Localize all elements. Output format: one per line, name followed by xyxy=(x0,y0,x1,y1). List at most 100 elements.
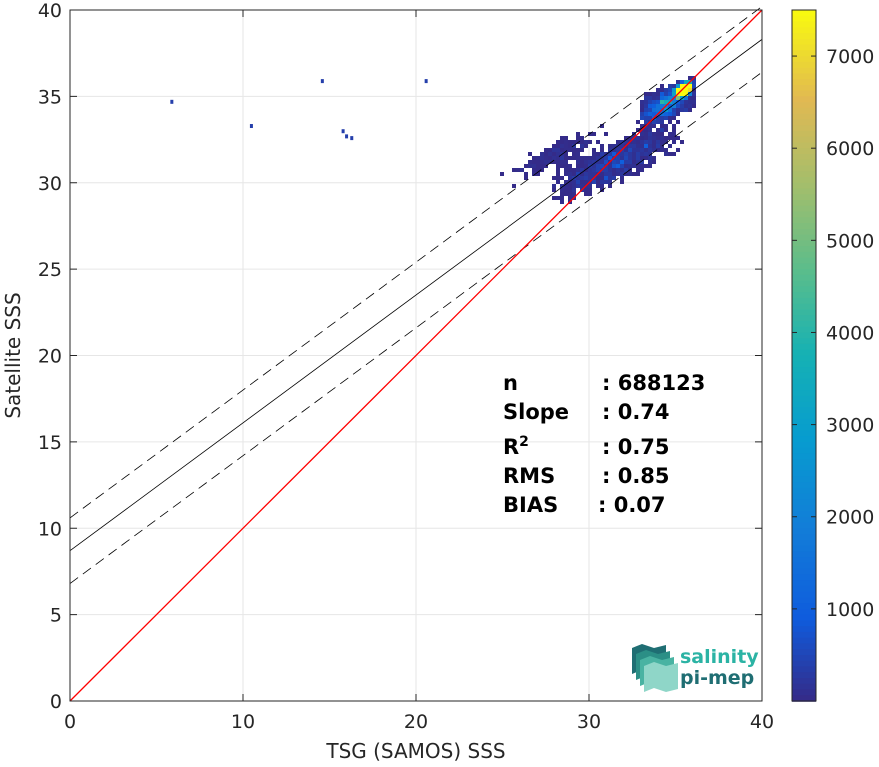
y-tick-label: 25 xyxy=(38,259,62,281)
colorbar-segment xyxy=(792,631,816,639)
colorbar-segment xyxy=(792,165,816,173)
density-cell xyxy=(600,144,604,148)
colorbar-segment xyxy=(792,695,816,702)
density-cell xyxy=(564,156,568,160)
density-cell xyxy=(604,160,608,164)
density-cell xyxy=(652,132,656,136)
density-cell xyxy=(656,116,660,120)
density-cell xyxy=(688,104,692,108)
colorbar-segment xyxy=(792,211,816,219)
colorbar-segment xyxy=(792,125,816,132)
density-cell xyxy=(676,148,680,152)
density-cell xyxy=(620,144,624,148)
density-cell xyxy=(684,88,688,92)
density-cell xyxy=(616,172,620,176)
density-cell xyxy=(604,152,608,156)
density-cell xyxy=(636,144,640,148)
density-cell xyxy=(668,96,672,100)
colorbar-segment xyxy=(792,269,816,276)
density-cell xyxy=(544,152,548,156)
stat-label: BIAS xyxy=(503,493,558,517)
density-cell xyxy=(664,88,668,92)
density-heatmap xyxy=(170,76,696,204)
density-cell xyxy=(556,176,560,180)
colorbar-segment xyxy=(792,603,816,610)
density-cell xyxy=(532,172,536,176)
density-cell xyxy=(604,132,608,136)
density-cell xyxy=(676,120,680,124)
density-cell xyxy=(556,156,560,160)
density-cell xyxy=(560,184,564,188)
colorbar-segment xyxy=(792,459,816,466)
colorbar-segment xyxy=(792,361,816,368)
colorbar-segment xyxy=(792,614,816,622)
density-cell xyxy=(692,96,696,100)
colorbar-segment xyxy=(792,430,816,437)
density-cell xyxy=(576,164,580,168)
density-cell xyxy=(652,144,656,148)
density-cell xyxy=(664,148,668,152)
density-cell xyxy=(640,152,644,156)
density-cell xyxy=(668,116,672,120)
colorbar-segment xyxy=(792,487,816,495)
x-tick-label: 40 xyxy=(750,711,774,733)
density-cell xyxy=(676,104,680,108)
density-cell xyxy=(636,168,640,172)
density-cell xyxy=(600,172,604,176)
density-cell xyxy=(640,164,644,168)
density-cell xyxy=(568,184,572,188)
density-cell xyxy=(660,132,664,136)
colorbar-frame xyxy=(791,9,817,702)
density-cell xyxy=(632,172,636,176)
density-cell xyxy=(652,124,656,128)
colorbar-segment xyxy=(792,326,816,334)
density-cell xyxy=(608,176,612,180)
density-cell xyxy=(676,100,680,104)
density-cell xyxy=(660,120,664,124)
density-cell xyxy=(628,144,632,148)
density-cell xyxy=(556,160,560,164)
colorbar-segment xyxy=(792,510,816,518)
colorbar-segment xyxy=(792,482,816,489)
density-cell xyxy=(584,164,588,168)
colorbar-segment xyxy=(792,649,816,656)
density-cell xyxy=(656,136,660,140)
density-cell xyxy=(568,156,572,160)
colorbar-segment xyxy=(792,263,816,270)
colorbar-segment xyxy=(792,689,816,697)
density-cell xyxy=(668,112,672,116)
colorbar-segment xyxy=(792,84,816,92)
density-cell xyxy=(664,92,668,96)
density-cell xyxy=(676,80,680,84)
density-cell xyxy=(616,164,620,168)
colorbar-segment xyxy=(792,597,816,604)
colorbar-segment xyxy=(792,390,816,397)
density-cell xyxy=(552,148,556,152)
density-cell xyxy=(572,172,576,176)
density-cell xyxy=(640,124,644,128)
colorbar-segment xyxy=(792,10,816,17)
colorbar-segment xyxy=(792,309,816,316)
density-cell xyxy=(560,148,564,152)
density-cell xyxy=(576,140,580,144)
colorbar-segment xyxy=(792,274,816,282)
colorbar-tick-label: 5000 xyxy=(826,230,874,252)
density-cell xyxy=(580,156,584,160)
density-cell xyxy=(608,164,612,168)
density-cell xyxy=(604,156,608,160)
colorbar-segment xyxy=(792,182,816,190)
density-cell xyxy=(640,132,644,136)
density-cell xyxy=(656,108,660,112)
density-cell xyxy=(628,160,632,164)
y-tick-label: 40 xyxy=(38,0,62,22)
density-cell xyxy=(664,152,668,156)
density-cell xyxy=(692,92,696,96)
colorbar-segment xyxy=(792,102,816,109)
density-cell xyxy=(556,196,560,200)
density-cell xyxy=(576,152,580,156)
density-cell xyxy=(596,160,600,164)
logo-text-salinity: salinity xyxy=(680,646,759,668)
density-cell xyxy=(564,168,568,172)
density-cell xyxy=(664,136,668,140)
density-cell xyxy=(584,144,588,148)
